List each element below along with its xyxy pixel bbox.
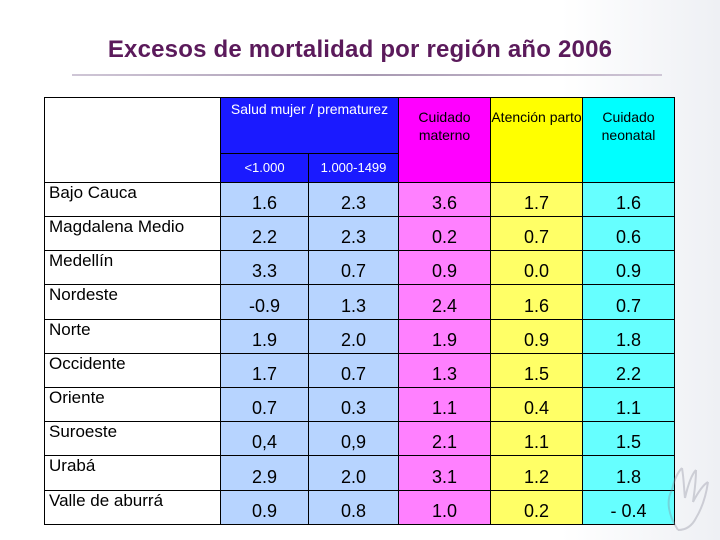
header-cuidado-materno: Cuidado materno [398,97,491,183]
table-row: Urabá 2.9 2.0 3.1 1.2 1.8 [44,455,675,491]
value-cell: 0.7 [308,352,399,388]
value-cell: 1.5 [490,352,583,388]
value-cell: 1.1 [490,421,583,457]
header-sub-lt1000: <1.000 [220,153,309,183]
header-salud-label: Salud mujer / prematurez [230,101,389,117]
value-cell: 0.7 [582,284,675,320]
region-name: Nordeste [44,284,221,320]
value-cell: 0.0 [490,250,583,286]
value-cell: 0.7 [220,386,309,423]
value-cell: 0,4 [220,421,309,457]
value-cell: 1.7 [490,181,583,217]
mortality-table: Salud mujer / prematurez Cuidado materno… [44,96,675,526]
region-name: Bajo Cauca [44,181,221,217]
region-name: Medellín [44,250,221,286]
value-cell: 1.3 [308,284,399,320]
value-cell: 1.2 [490,455,583,491]
value-cell: 0.7 [308,250,399,286]
page-title: Excesos de mortalidad por región año 200… [107,36,613,63]
header-atencion-parto: Atención parto [490,97,583,183]
value-cell: 3.3 [220,250,309,286]
value-cell: 0.6 [582,215,675,252]
header-cuidado-neonatal: Cuidado neonatal [582,97,675,183]
region-name: Valle de aburrá [44,489,221,526]
value-cell: 1.8 [582,318,675,354]
value-cell: 1.6 [490,284,583,320]
value-cell: 1.5 [582,421,675,457]
value-cell: 1.9 [220,318,309,354]
table-row: Nordeste -0.9 1.3 2.4 1.6 0.7 [44,284,675,320]
value-cell: 1.3 [398,352,491,388]
value-cell: 1.1 [398,386,491,423]
header-corner [44,97,221,183]
value-cell: 0.4 [490,386,583,423]
value-cell: 0.2 [398,215,491,252]
value-cell: 0.2 [490,489,583,526]
value-cell: 0.9 [490,318,583,354]
table-row: Magdalena Medio 2.2 2.3 0.2 0.7 0.6 [44,215,675,252]
value-cell: 2.2 [582,352,675,388]
value-cell: 0.3 [308,386,399,423]
value-cell: - 0.4 [582,489,675,526]
header-salud: Salud mujer / prematurez [220,96,399,155]
value-cell: 2.1 [398,421,491,457]
value-cell: 0,9 [308,421,399,457]
value-cell: 2.2 [220,215,309,252]
value-cell: 0.7 [490,215,583,252]
region-name: Suroeste [44,421,221,457]
value-cell: 2.4 [398,284,491,320]
value-cell: 0.9 [398,250,491,286]
value-cell: 3.1 [398,455,491,491]
value-cell: 2.0 [308,455,399,491]
region-name: Occidente [44,352,221,388]
value-cell: 1.7 [220,352,309,388]
region-name: Oriente [44,386,221,423]
region-name: Norte [44,318,221,354]
table-row: Medellín 3.3 0.7 0.9 0.0 0.9 [44,250,675,286]
value-cell: 1.1 [582,386,675,423]
header-sub-1000-1499: 1.000-1499 [308,153,399,183]
value-cell: 2.9 [220,455,309,491]
value-cell: 1.8 [582,455,675,491]
table-row: Bajo Cauca 1.6 2.3 3.6 1.7 1.6 [44,181,675,217]
value-cell: -0.9 [220,284,309,320]
value-cell: 1.0 [398,489,491,526]
value-cell: 2.3 [308,181,399,217]
title-underline [72,74,662,76]
value-cell: 1.6 [582,181,675,217]
value-cell: 0.9 [220,489,309,526]
table-row: Oriente 0.7 0.3 1.1 0.4 1.1 [44,386,675,423]
value-cell: 2.3 [308,215,399,252]
table-row: Valle de aburrá 0.9 0.8 1.0 0.2 - 0.4 [44,489,675,526]
value-cell: 1.9 [398,318,491,354]
value-cell: 0.9 [582,250,675,286]
value-cell: 0.8 [308,489,399,526]
table-row: Suroeste 0,4 0,9 2.1 1.1 1.5 [44,421,675,457]
value-cell: 1.6 [220,181,309,217]
value-cell: 3.6 [398,181,491,217]
hand-sketch-icon [667,467,709,531]
value-cell: 2.0 [308,318,399,354]
table-row: Norte 1.9 2.0 1.9 0.9 1.8 [44,318,675,354]
table-row: Occidente 1.7 0.7 1.3 1.5 2.2 [44,352,675,388]
region-name: Magdalena Medio [44,215,221,252]
region-name: Urabá [44,455,221,491]
